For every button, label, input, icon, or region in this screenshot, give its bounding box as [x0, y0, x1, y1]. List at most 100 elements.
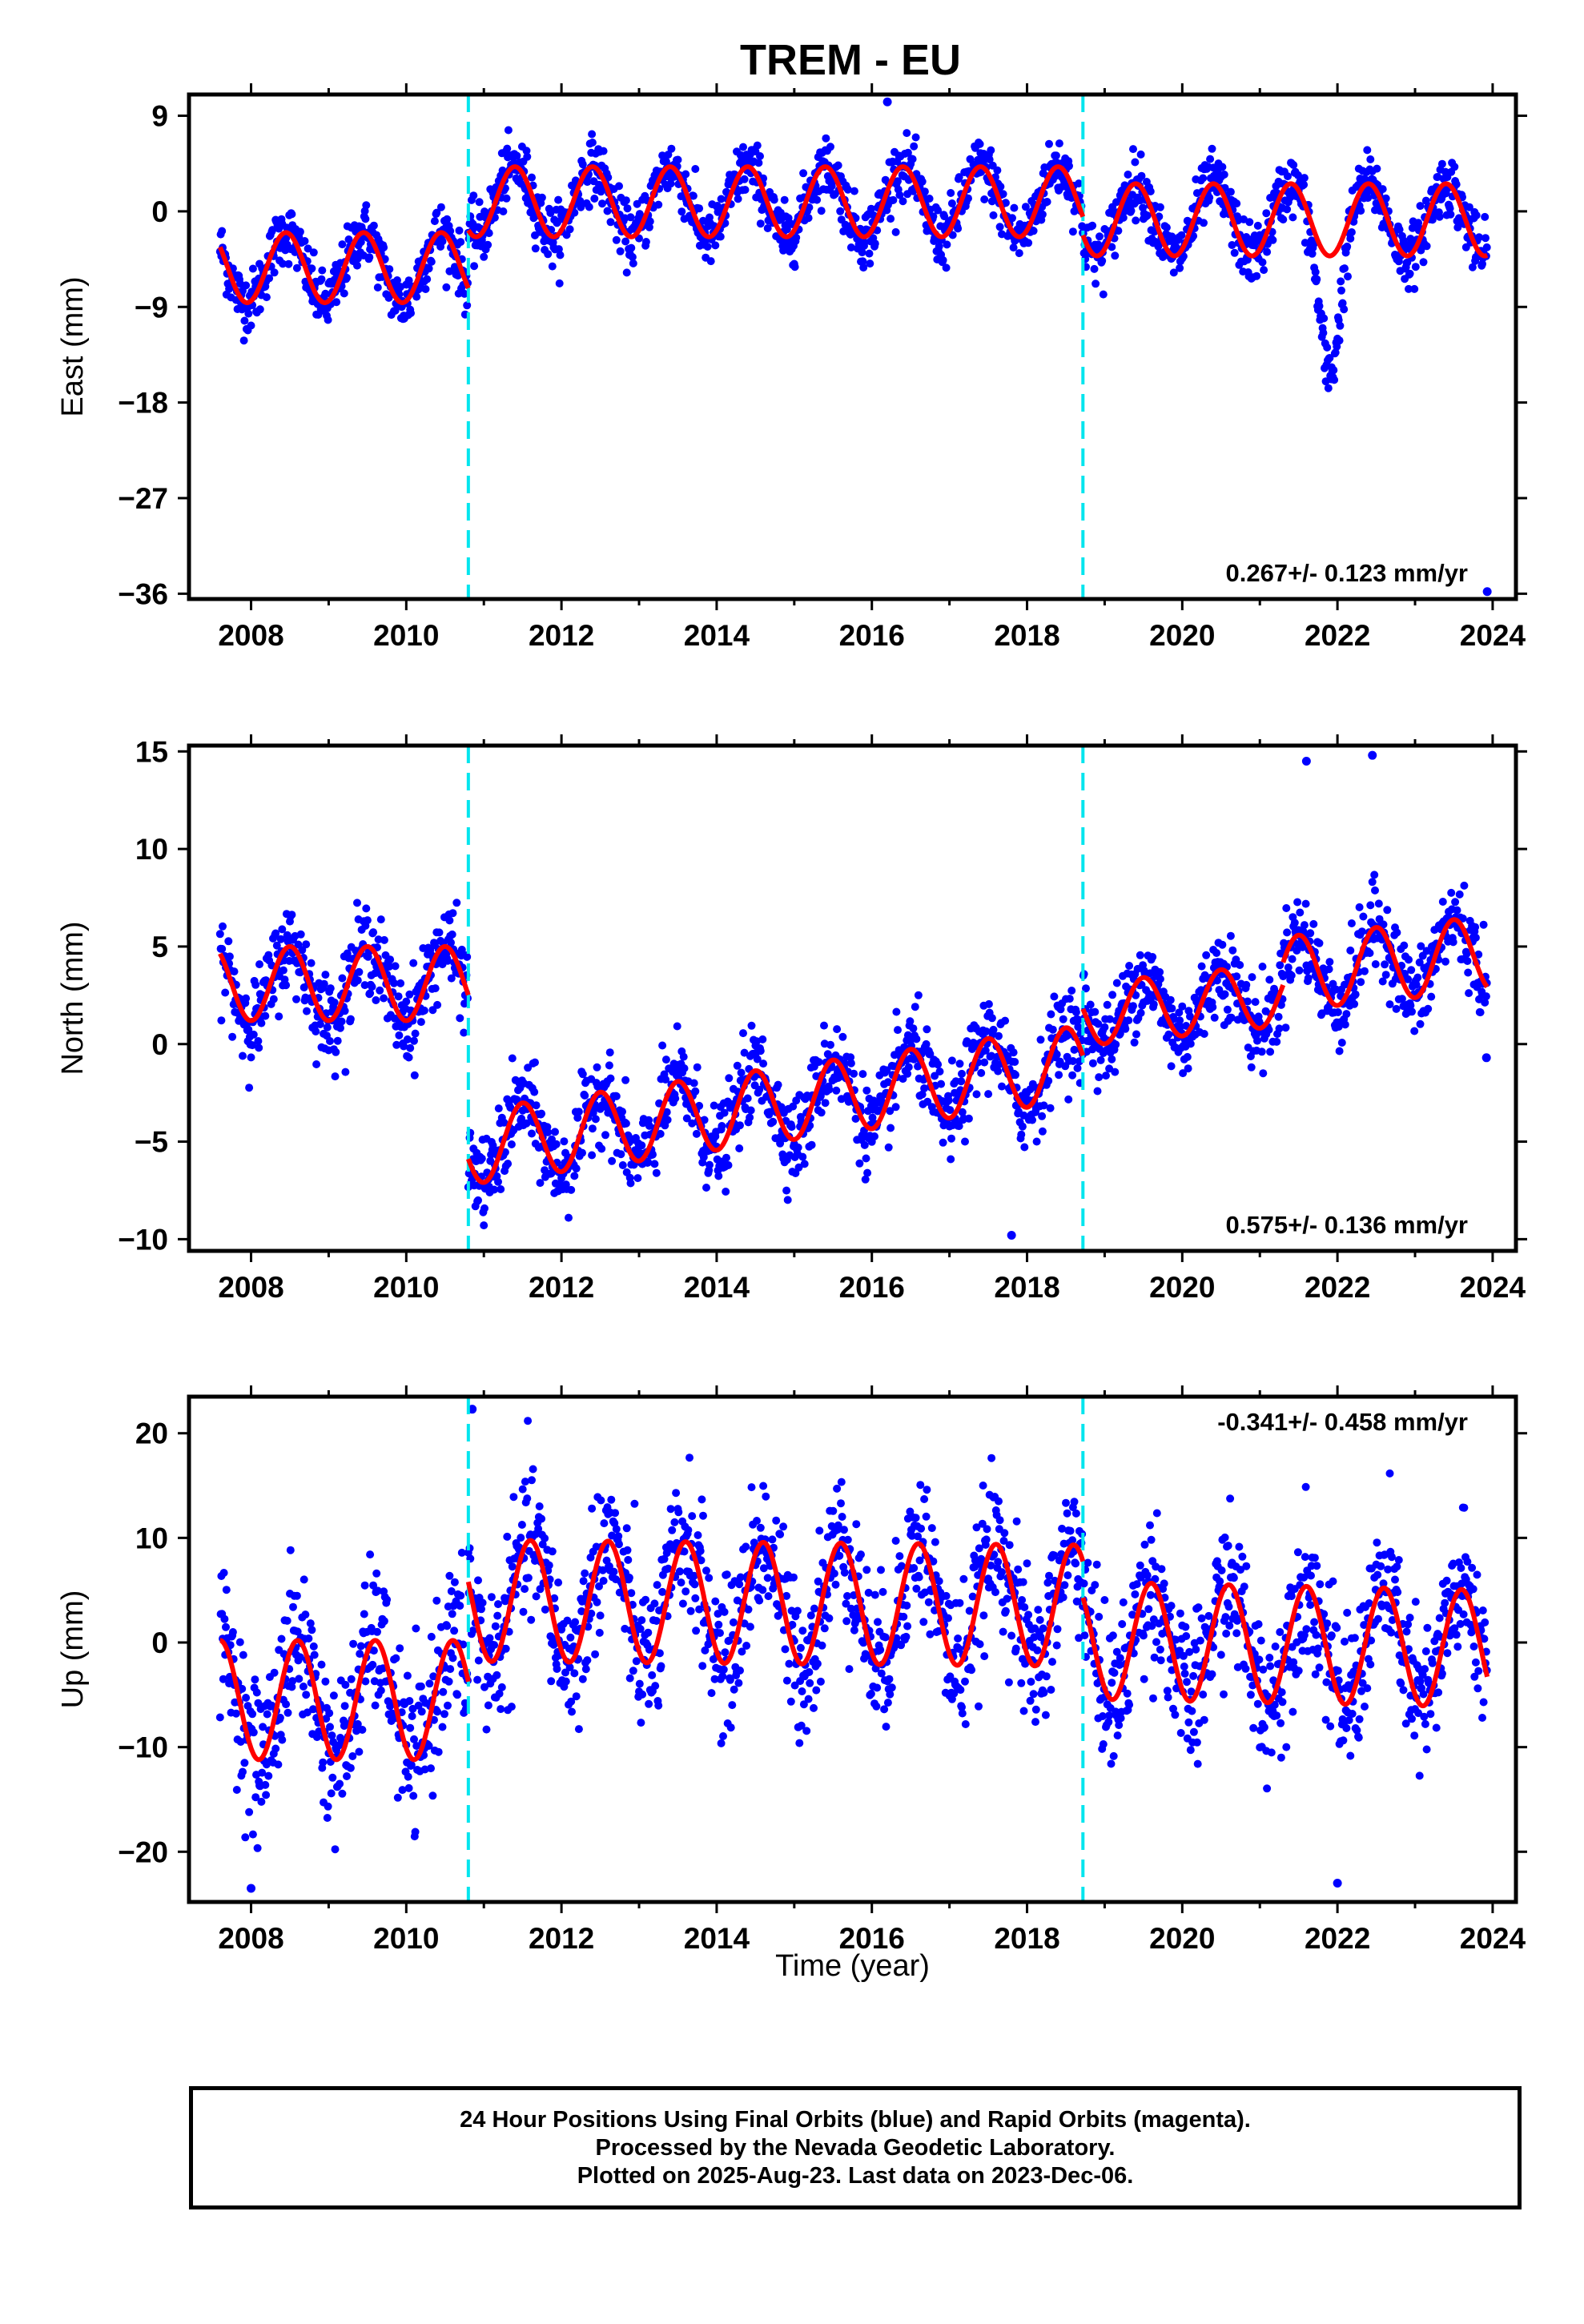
data-point [664, 151, 673, 159]
data-point [1028, 1116, 1036, 1124]
data-point [1452, 180, 1461, 189]
data-point [1482, 243, 1491, 251]
data-point [947, 189, 955, 197]
data-point [587, 1609, 596, 1618]
data-point [728, 1701, 737, 1710]
data-point [1304, 974, 1313, 983]
data-point [220, 1614, 229, 1623]
data-point [272, 941, 281, 950]
data-point [758, 1035, 767, 1043]
data-point [1011, 1071, 1019, 1080]
data-point [1176, 263, 1184, 272]
data-point [528, 173, 536, 182]
data-point [254, 1037, 263, 1045]
data-point [1156, 203, 1164, 211]
data-point [1265, 975, 1274, 984]
data-point [756, 219, 765, 228]
data-point [295, 1653, 304, 1662]
data-point [1412, 980, 1421, 989]
data-point [504, 1160, 513, 1168]
data-point [661, 1076, 670, 1084]
data-point [412, 1742, 421, 1751]
data-point [795, 1739, 804, 1747]
data-point [1405, 269, 1414, 278]
data-point [1465, 989, 1473, 998]
data-point [529, 1465, 537, 1474]
data-point [355, 1747, 364, 1756]
data-point [567, 1185, 576, 1194]
data-point [1065, 995, 1074, 1003]
data-point [292, 1591, 301, 1600]
data-point [341, 1068, 350, 1076]
data-point [701, 1646, 710, 1655]
data-point [219, 1569, 228, 1577]
data-point [740, 1048, 749, 1057]
data-point [371, 1701, 380, 1710]
data-point [1437, 159, 1446, 168]
data-point [1086, 1000, 1095, 1009]
data-point [836, 207, 845, 215]
data-point [383, 1595, 392, 1604]
data-point [720, 1607, 729, 1616]
data-point [480, 252, 488, 261]
data-point [427, 257, 436, 266]
data-point [685, 1454, 694, 1462]
data-point [1315, 302, 1324, 311]
outlier-point [1482, 587, 1492, 597]
data-point [673, 1022, 681, 1031]
data-point [1226, 931, 1235, 940]
data-point [985, 155, 994, 164]
data-point [649, 1150, 657, 1159]
data-point [654, 200, 663, 209]
data-point [1343, 242, 1352, 251]
data-point [654, 1701, 663, 1710]
data-point [268, 226, 277, 235]
data-point [1218, 163, 1227, 171]
data-point [501, 1644, 510, 1653]
data-point [407, 1760, 416, 1769]
data-point [445, 916, 454, 925]
data-point [1114, 227, 1123, 235]
data-point [706, 1160, 714, 1169]
data-point [242, 281, 251, 290]
data-point [403, 1671, 412, 1680]
data-point [591, 1115, 600, 1124]
data-point [1125, 962, 1134, 970]
data-point [736, 1667, 744, 1675]
data-point [987, 1014, 996, 1023]
data-point [734, 1679, 743, 1687]
data-point [1071, 1007, 1080, 1016]
data-point [1309, 919, 1318, 928]
data-point [597, 1144, 606, 1153]
data-point [1385, 1000, 1394, 1009]
data-point [403, 1035, 412, 1043]
data-point [456, 1591, 465, 1600]
data-point [718, 1672, 727, 1681]
x-tick-label: 2016 [839, 619, 905, 652]
data-point [1308, 249, 1317, 258]
data-point [303, 1007, 311, 1015]
data-point [623, 204, 632, 213]
data-point [863, 1168, 872, 1177]
data-point [391, 962, 400, 971]
data-point [735, 1144, 744, 1152]
data-point [495, 1689, 504, 1698]
data-point [1252, 271, 1261, 280]
data-point [855, 1159, 864, 1168]
data-point [706, 257, 715, 266]
data-point [507, 1703, 516, 1711]
data-point [524, 1574, 533, 1582]
data-point [658, 1587, 667, 1596]
data-point [331, 1072, 340, 1081]
data-point [411, 1029, 420, 1038]
data-point [1453, 906, 1461, 915]
data-point [689, 1571, 698, 1580]
data-point [987, 1051, 996, 1060]
data-point [369, 928, 378, 937]
data-point [625, 1574, 633, 1582]
data-point [293, 1627, 302, 1636]
data-point [662, 1549, 671, 1558]
data-point [799, 1700, 808, 1709]
data-point [228, 1628, 237, 1636]
data-point [480, 1683, 488, 1691]
